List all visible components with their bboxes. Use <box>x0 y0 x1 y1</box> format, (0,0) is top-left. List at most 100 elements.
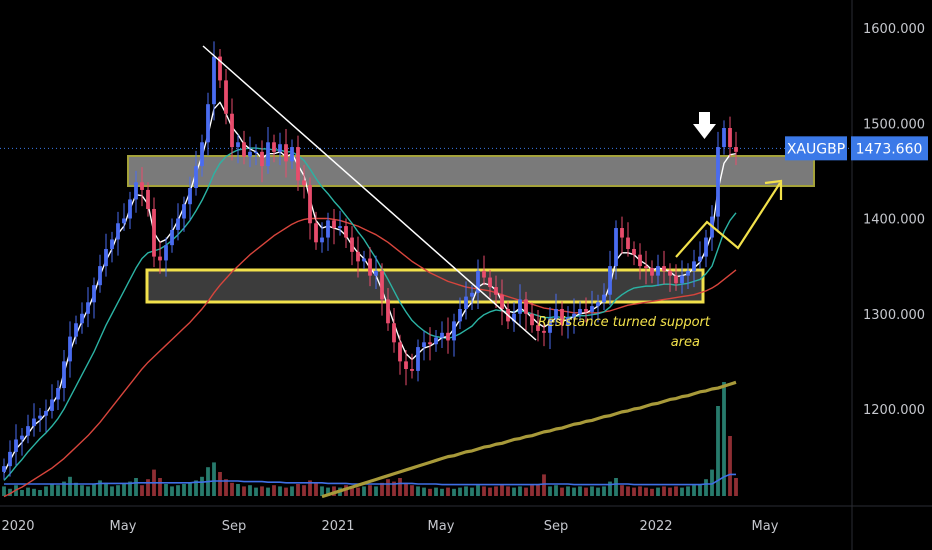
volume-bar <box>608 481 612 496</box>
annotation-line-1: Resistance turned support <box>538 315 711 330</box>
candle-body <box>140 182 144 190</box>
candle-body <box>536 325 540 331</box>
volume-bar <box>122 484 126 496</box>
volume-bar <box>164 484 168 496</box>
volume-bar <box>212 462 216 496</box>
volume-bar <box>56 485 60 496</box>
volume-bar <box>560 487 564 496</box>
volume-bar <box>308 480 312 496</box>
moving-average-ma-red <box>3 217 737 498</box>
candle-body <box>308 185 312 224</box>
volume-bar <box>254 487 258 496</box>
volume-bar <box>554 485 558 496</box>
volume-bar <box>698 484 702 496</box>
candle-body <box>662 266 666 271</box>
projection-path[interactable] <box>675 182 781 258</box>
candle-body <box>386 299 390 324</box>
volume-bar <box>578 486 582 496</box>
volume-bar <box>8 488 12 496</box>
y-tick-label: 1200.000 <box>863 403 925 418</box>
volume-bar <box>638 486 642 496</box>
candle-body <box>206 104 210 143</box>
candle-body <box>398 342 402 362</box>
candle-body <box>560 308 564 326</box>
down-arrow-marker[interactable] <box>693 112 716 139</box>
x-tick-label: Sep <box>544 519 569 534</box>
volume-bar <box>170 486 174 496</box>
candle-body <box>422 342 426 348</box>
candle-body <box>566 317 570 326</box>
candle-body <box>146 189 150 209</box>
volume-bar <box>260 486 264 496</box>
resistance-zone-upper[interactable] <box>127 155 815 187</box>
candle-body <box>632 248 636 255</box>
volume-bar <box>674 486 678 496</box>
volume-bar <box>26 487 30 496</box>
candle-body <box>650 268 654 276</box>
volume-bar <box>482 486 486 496</box>
candle-body <box>56 388 60 400</box>
candle-body <box>656 266 660 276</box>
candle-body <box>698 256 702 262</box>
volume-bar <box>296 484 300 496</box>
y-tick-label: 1400.000 <box>863 213 925 228</box>
moving-average-ma-long <box>321 380 737 499</box>
volume-bar <box>620 485 624 496</box>
volume-bar <box>230 482 234 496</box>
candle-body <box>50 399 54 411</box>
candle-body <box>332 220 336 229</box>
candle-body <box>86 302 90 314</box>
candle-body <box>524 299 528 314</box>
candle-body <box>176 218 180 230</box>
candle-body <box>38 415 42 419</box>
candle-body <box>338 226 342 229</box>
volume-bar <box>134 478 138 496</box>
volume-bar <box>446 487 450 496</box>
candle-body <box>554 308 558 319</box>
volume-bar <box>452 488 456 496</box>
volume-bar <box>734 478 738 496</box>
volume-bar <box>668 487 672 496</box>
candle-body <box>596 302 600 307</box>
volume-bar <box>116 485 120 496</box>
candle-body <box>500 294 504 309</box>
candle-body <box>260 151 264 167</box>
volume-bar <box>518 486 522 496</box>
candle-body <box>98 266 102 286</box>
candle-body <box>236 142 240 148</box>
volume-bar <box>644 487 648 496</box>
volume-bar <box>278 486 282 496</box>
candle-body <box>548 318 552 333</box>
volume-bar <box>584 487 588 496</box>
last-price-tag[interactable] <box>851 136 928 161</box>
volume-bar <box>218 472 222 496</box>
y-tick-label: 1600.000 <box>863 22 925 37</box>
candle-body <box>590 306 594 312</box>
volume-bar <box>650 488 654 496</box>
volume-bar <box>140 485 144 496</box>
volume-bar <box>176 485 180 496</box>
volume-bar <box>458 487 462 496</box>
candle-body <box>14 439 18 452</box>
candle-body <box>602 294 606 303</box>
descending-trendline[interactable] <box>202 45 537 341</box>
volume-bar <box>722 382 726 496</box>
volume-bar <box>158 478 162 496</box>
volume-bar <box>590 486 594 496</box>
volume-bar <box>104 482 108 496</box>
candle-body <box>344 226 348 238</box>
candle-body <box>380 270 384 300</box>
volume-bar <box>470 487 474 496</box>
volume-bar <box>632 487 636 496</box>
candle-body <box>134 182 138 200</box>
candle-body <box>416 347 420 371</box>
volume-bar <box>326 487 330 496</box>
candle-body <box>680 275 684 284</box>
x-tick-label: May <box>110 519 137 534</box>
volume-bar <box>200 476 204 496</box>
symbol-tag[interactable] <box>785 136 847 161</box>
candle-body <box>62 361 66 389</box>
candle-body <box>272 142 276 152</box>
volume-bar <box>362 486 366 496</box>
